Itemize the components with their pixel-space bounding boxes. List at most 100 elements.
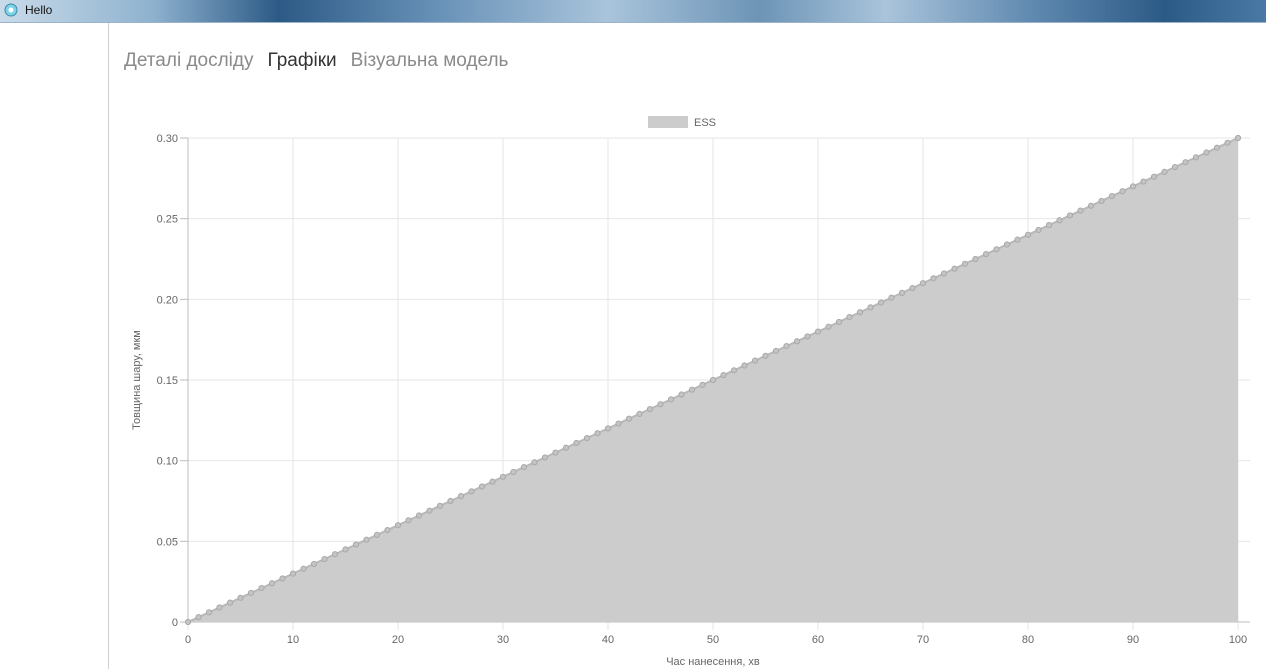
data-point[interactable] [793,338,801,345]
data-point[interactable] [919,280,927,287]
data-point[interactable] [930,275,937,282]
data-point[interactable] [468,488,475,495]
data-point[interactable] [625,415,633,422]
data-point[interactable] [1234,134,1242,142]
data-point[interactable] [709,376,717,384]
tab-experiment-details[interactable]: Деталі досліду [124,50,254,71]
data-point[interactable] [720,372,727,379]
data-point[interactable] [279,575,286,582]
data-point[interactable] [520,464,528,471]
data-point[interactable] [646,405,654,413]
data-point[interactable] [583,434,591,442]
data-point[interactable] [951,265,958,272]
data-point[interactable] [751,357,759,364]
data-point[interactable] [352,541,360,548]
data-point[interactable] [300,565,307,572]
data-point[interactable] [856,309,864,316]
data-point[interactable] [363,536,370,543]
tab-charts[interactable]: Графіки [267,50,337,71]
data-point[interactable] [447,497,454,505]
data-point[interactable] [247,589,255,597]
data-point[interactable] [541,454,549,461]
tab-visual-model[interactable]: Візуальна модель [350,50,509,71]
data-point[interactable] [321,555,328,563]
data-point[interactable] [415,512,423,519]
data-point[interactable] [1035,226,1042,234]
data-point[interactable] [814,328,822,335]
data-point[interactable] [562,444,570,451]
data-point[interactable] [1150,173,1158,180]
data-point[interactable] [940,270,948,277]
data-point[interactable] [982,251,990,258]
data-point[interactable] [1077,207,1084,214]
data-point[interactable] [436,502,444,509]
data-point[interactable] [699,381,706,388]
data-point[interactable] [972,255,979,263]
data-point[interactable] [237,594,244,601]
data-point[interactable] [289,570,297,577]
data-point[interactable] [825,323,832,330]
data-point[interactable] [993,246,1000,253]
data-point[interactable] [1024,231,1032,238]
data-point[interactable] [741,362,748,369]
data-point[interactable] [1224,139,1231,146]
data-point[interactable] [531,459,538,466]
data-point[interactable] [394,522,402,529]
data-point[interactable] [1087,202,1095,209]
data-point[interactable] [184,618,192,626]
data-point[interactable] [310,560,318,568]
data-point[interactable] [888,294,895,301]
data-point[interactable] [373,531,381,538]
data-point[interactable] [384,526,391,534]
data-point[interactable] [846,313,853,321]
data-point[interactable] [1014,236,1021,243]
data-point[interactable] [552,449,559,456]
data-point[interactable] [678,391,685,398]
data-point[interactable] [877,299,885,306]
data-point[interactable] [1129,183,1137,190]
data-point[interactable] [499,473,507,480]
data-point[interactable] [478,483,486,490]
data-point[interactable] [258,585,265,592]
data-point[interactable] [1003,241,1011,248]
data-point[interactable] [615,420,622,427]
data-point[interactable] [457,493,465,500]
data-point[interactable] [1140,178,1147,185]
data-point[interactable] [898,289,906,296]
data-point[interactable] [594,430,601,437]
data-point[interactable] [1192,154,1200,161]
data-point[interactable] [331,551,339,558]
data-point[interactable] [226,599,234,606]
data-point[interactable] [688,386,696,393]
data-point[interactable] [1161,168,1168,175]
data-point[interactable] [1045,222,1053,229]
data-point[interactable] [195,614,202,621]
data-point[interactable] [961,260,969,267]
data-point[interactable] [216,604,223,611]
data-point[interactable] [342,546,349,553]
data-point[interactable] [762,352,769,359]
data-point[interactable] [1203,149,1210,156]
data-point[interactable] [405,517,412,524]
data-point[interactable] [730,367,738,374]
data-point[interactable] [783,343,790,350]
data-point[interactable] [636,410,643,417]
data-point[interactable] [1171,163,1179,171]
data-point[interactable] [1056,217,1063,224]
data-point[interactable] [867,304,874,311]
data-point[interactable] [1182,159,1189,166]
data-point[interactable] [489,478,496,485]
data-point[interactable] [835,318,843,326]
data-point[interactable] [205,609,213,616]
data-point[interactable] [1098,197,1105,205]
data-point[interactable] [772,347,780,355]
data-point[interactable] [1108,192,1116,200]
data-point[interactable] [268,580,276,587]
data-point[interactable] [1066,212,1074,219]
data-point[interactable] [426,507,433,514]
data-point[interactable] [573,439,580,447]
data-point[interactable] [804,333,811,340]
data-point[interactable] [1119,188,1126,195]
data-point[interactable] [657,401,664,408]
data-point[interactable] [604,425,612,432]
